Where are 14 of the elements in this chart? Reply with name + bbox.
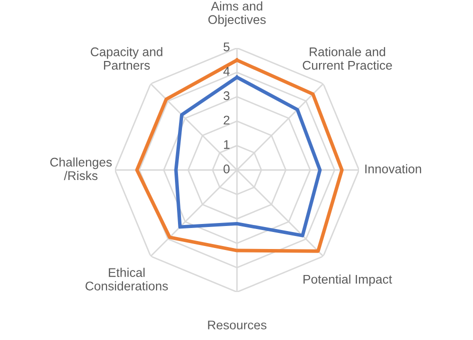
spoke-label: Aims and Objectives <box>208 1 266 26</box>
spoke-label: Resources <box>208 320 266 330</box>
spoke-label: Capacity and Partners <box>90 47 162 70</box>
spoke-label: Challenges /Risks <box>50 157 112 180</box>
y-tick-label: 4 <box>223 67 230 76</box>
y-tick-label: 5 <box>224 42 230 52</box>
spoke-label: Rationale and Current Practice <box>302 47 392 70</box>
spoke-label: Ethical Considerations <box>86 268 168 290</box>
y-tick-label: 3 <box>224 91 230 100</box>
spoke-label: Innovation <box>365 164 422 174</box>
y-tick-label: 1 <box>224 140 230 149</box>
y-tick-label: 0 <box>224 164 230 174</box>
y-tick-label: 2 <box>224 116 230 124</box>
spoke-label: Potential Impact <box>304 274 392 286</box>
